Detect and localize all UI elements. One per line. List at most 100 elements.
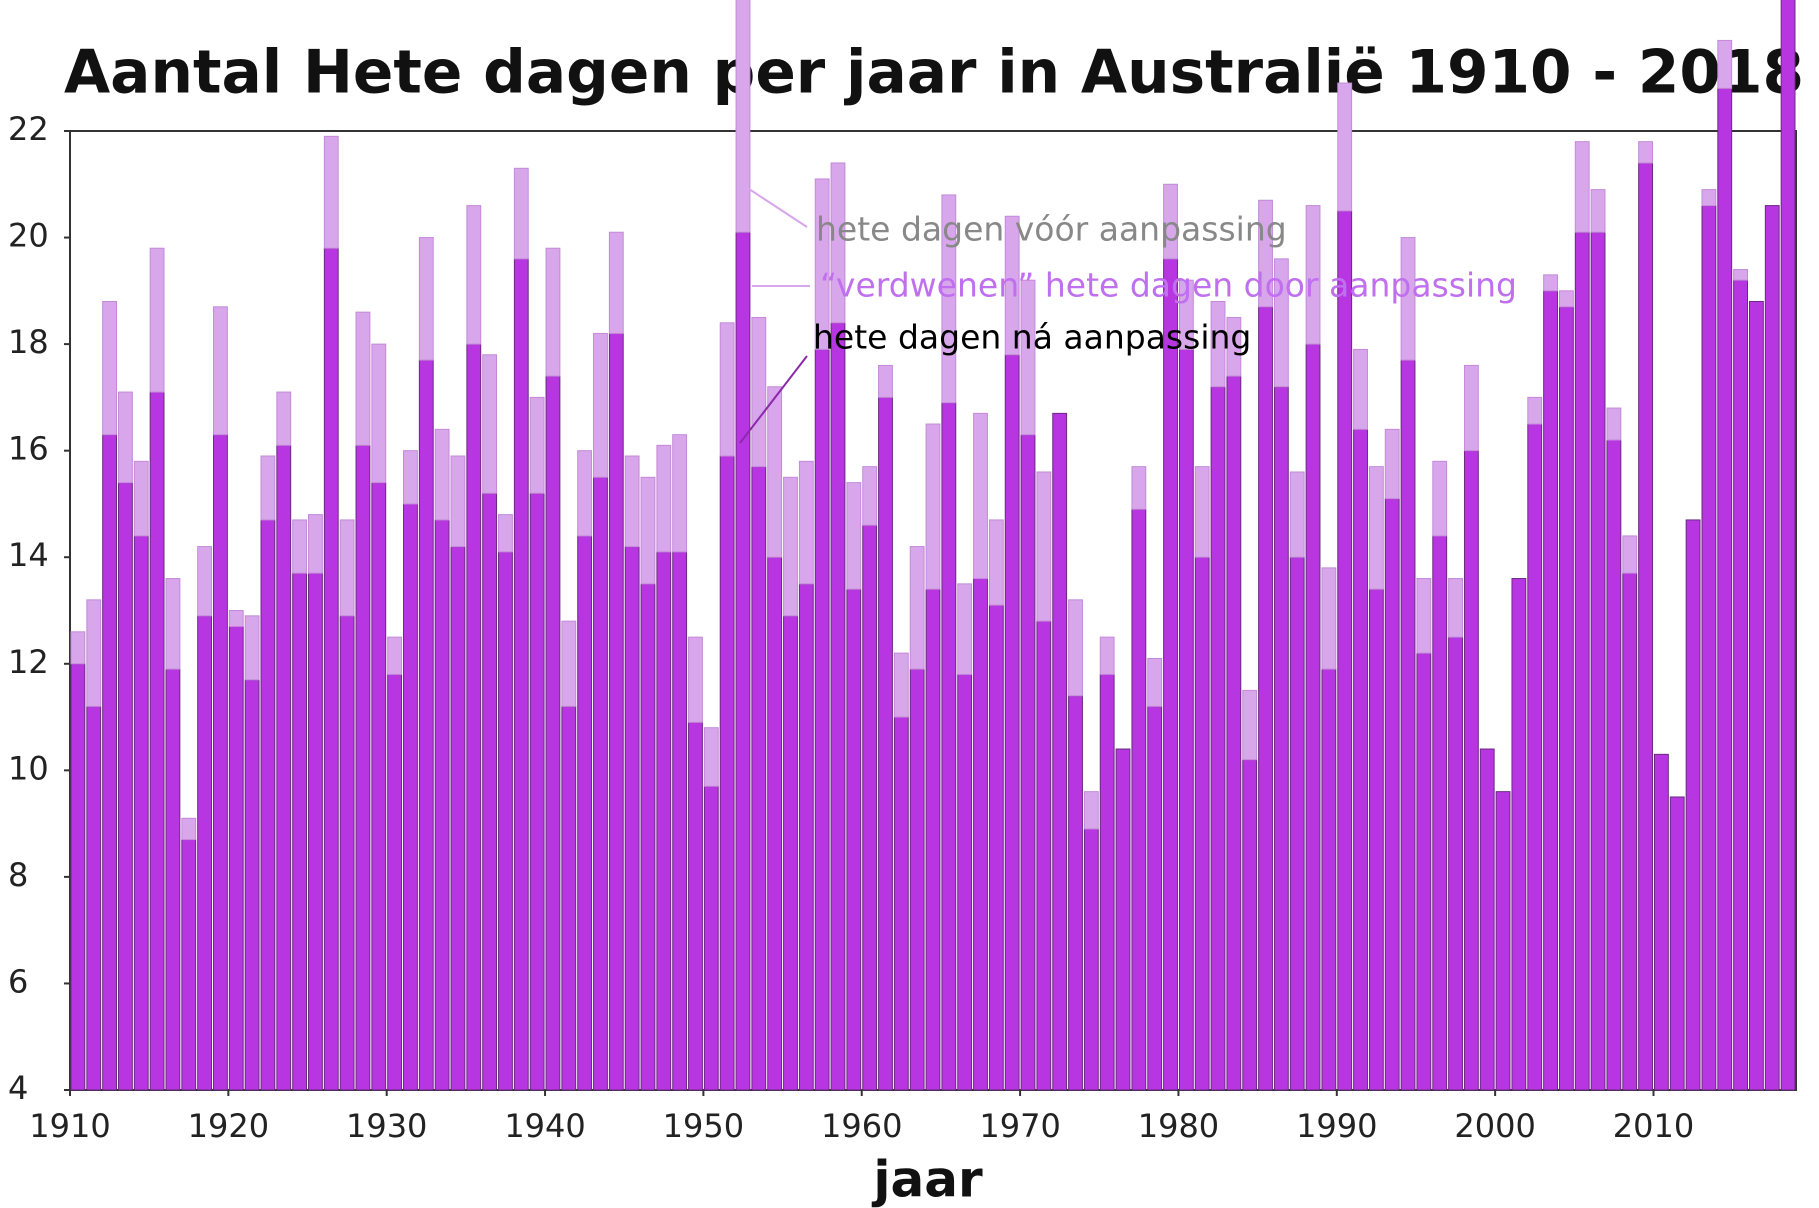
bar-segment (1036, 620, 1052, 1091)
bar-segment (1273, 258, 1289, 388)
bar-segment (735, 0, 751, 233)
bar-segment (656, 551, 672, 1091)
bar-segment (1226, 375, 1242, 1091)
bar-segment (830, 322, 846, 1091)
bar-segment (735, 231, 751, 1091)
bar-segment (133, 535, 149, 1091)
y-tick-label: 22 (8, 110, 49, 148)
bar-segment (86, 599, 102, 707)
bar-segment (1416, 578, 1432, 654)
bar-segment (1384, 428, 1400, 500)
bar-segment (798, 583, 814, 1091)
bar-segment (593, 476, 608, 1091)
bar-segment (767, 386, 783, 558)
bar-segment (893, 652, 909, 718)
bar-segment (624, 546, 640, 1091)
bar-segment (1368, 466, 1384, 590)
bar-segment (1463, 450, 1479, 1091)
bar-segment (640, 583, 656, 1091)
y-tick-label: 14 (8, 536, 49, 574)
bar-segment (86, 705, 102, 1091)
bar-segment (1194, 556, 1210, 1091)
x-tick-label: 1990 (1296, 1107, 1377, 1145)
bar-segment (783, 615, 798, 1091)
annotation: hete dagen vóór aanpassing (816, 210, 1287, 249)
bar-segment (988, 604, 1004, 1091)
bar-segment (1511, 578, 1527, 1091)
bar-segment (973, 578, 988, 1091)
bar-segment (1685, 519, 1701, 1091)
bar-segment (1242, 759, 1258, 1091)
bar-segment (1606, 439, 1622, 1091)
bar-segment (213, 434, 228, 1091)
bar-segment (1337, 82, 1353, 212)
bar-segment (672, 434, 688, 553)
bar-segment (1527, 396, 1543, 425)
bar-segment (1337, 210, 1353, 1091)
legend-entry: hete dagen ná aanpassing (813, 318, 1251, 357)
bar-segment (1131, 508, 1147, 1091)
bar-segment (1178, 348, 1194, 1091)
bar-segment (260, 519, 276, 1091)
bar-segment (909, 546, 925, 670)
bar-segment (688, 721, 703, 1091)
bar-segment (719, 455, 735, 1091)
bar-segment (1099, 673, 1115, 1091)
bar-segment (1115, 748, 1131, 1091)
bar-segment (1733, 269, 1748, 281)
bar-segment (529, 492, 545, 1091)
bar-segment (1400, 359, 1416, 1091)
bar-segment (1701, 205, 1717, 1091)
bar-segment (1305, 205, 1321, 345)
bar-segment (308, 572, 323, 1091)
bar-segment (513, 258, 529, 1091)
bar-segment (1527, 423, 1543, 1091)
bar-segment (1131, 466, 1147, 510)
x-tick-label: 1960 (821, 1107, 902, 1145)
bar-segment (450, 455, 466, 548)
bar-segment (1717, 39, 1733, 89)
bar-segment (1052, 412, 1068, 1091)
bar-segment (1448, 578, 1463, 638)
bar-segment (909, 668, 925, 1091)
bar-segment (1543, 274, 1558, 292)
bar-segment (339, 519, 355, 617)
legend-entry: “verdwenen” hete dagen door aanpassing (820, 266, 1517, 305)
bar-segment (878, 396, 893, 1091)
bar-segment (1036, 471, 1052, 622)
bar-segment (593, 332, 608, 478)
bar-segment (1622, 572, 1638, 1091)
bar-segment (1353, 428, 1368, 1091)
bar-segment (1321, 567, 1337, 670)
bar-segment (1432, 535, 1448, 1091)
bar-segment (1432, 460, 1448, 537)
bar-segment (751, 316, 767, 468)
bar-segment (1653, 753, 1669, 1091)
bar-segment (751, 466, 767, 1091)
bar-segment (118, 391, 133, 484)
bar-segment (957, 673, 973, 1091)
bar-segment (561, 620, 577, 707)
y-tick-label: 4 (8, 1069, 28, 1107)
bar-segment (1099, 636, 1115, 675)
bar-segment (957, 583, 973, 675)
bar-segment (292, 572, 308, 1091)
bar-segment (197, 546, 213, 617)
bar-segment (434, 428, 450, 521)
bar-segment (1400, 237, 1416, 361)
bar-segment (1543, 290, 1558, 1091)
bar-segment (1416, 652, 1432, 1091)
bar-segment (798, 460, 814, 585)
bar-segment (846, 588, 862, 1091)
bar-segment (1574, 141, 1590, 233)
bar-segment (498, 514, 513, 553)
bar-segment (830, 162, 846, 324)
bar-segment (862, 524, 878, 1091)
bar-segment (434, 519, 450, 1091)
bar-segment (624, 455, 640, 548)
bar-segment (1273, 386, 1289, 1091)
bar-segment (1163, 258, 1178, 1091)
bar-segment (1590, 231, 1606, 1091)
bar-segment (466, 343, 482, 1091)
